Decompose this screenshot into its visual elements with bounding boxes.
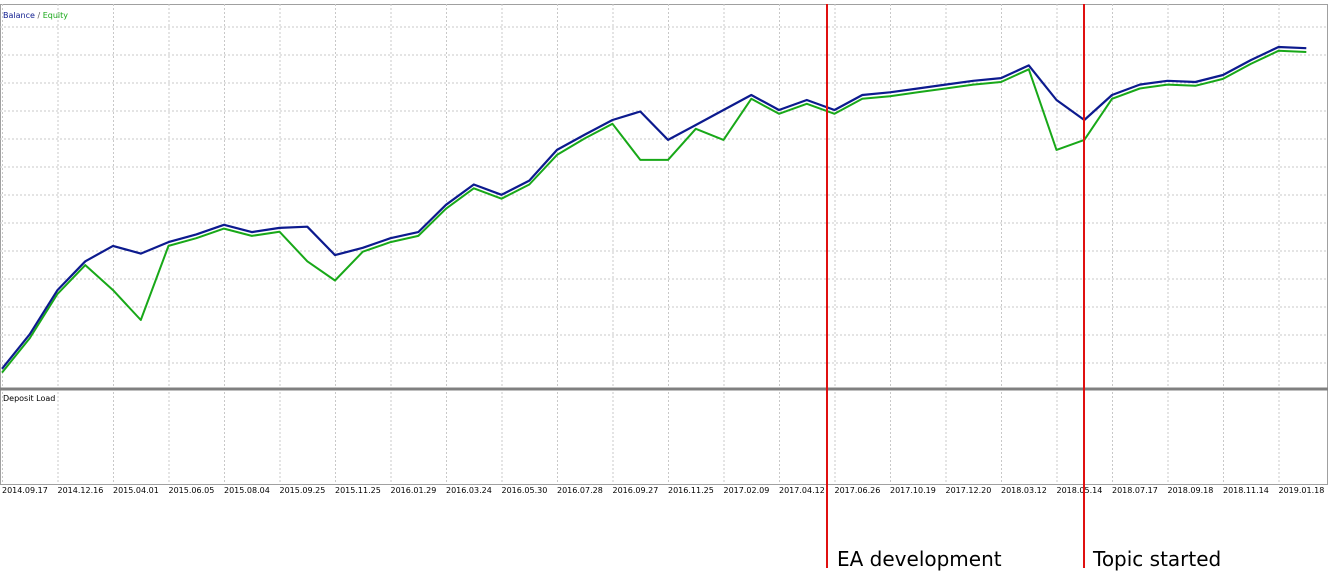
x-tick-label: 2018.09.18 bbox=[1168, 486, 1214, 495]
legend-separator: / bbox=[35, 11, 43, 20]
x-tick-label: 2018.03.12 bbox=[1001, 486, 1047, 495]
grid bbox=[0, 4, 1328, 484]
legend-entry: Balance bbox=[3, 11, 35, 20]
x-tick-label: 2016.03.24 bbox=[446, 486, 492, 495]
x-tick-label: 2016.07.28 bbox=[557, 486, 603, 495]
x-tick-label: 2016.05.30 bbox=[502, 486, 548, 495]
x-tick-label: 2018.05.14 bbox=[1057, 486, 1103, 495]
x-tick-label: 2015.11.25 bbox=[335, 486, 381, 495]
x-tick-label: 2016.11.25 bbox=[668, 486, 714, 495]
legend-entry: Equity bbox=[43, 11, 69, 20]
x-tick-label: 2015.06.05 bbox=[169, 486, 215, 495]
series-line bbox=[1, 49, 1307, 374]
x-tick-label: 2017.12.20 bbox=[946, 486, 992, 495]
x-tick-label: 2017.10.19 bbox=[890, 486, 936, 495]
x-tick-label: 2014.09.17 bbox=[2, 486, 48, 495]
x-tick-label: 2015.08.04 bbox=[224, 486, 270, 495]
x-tick-label: 2017.02.09 bbox=[724, 486, 770, 495]
chart-frame bbox=[0, 4, 1328, 485]
x-tick-label: 2015.09.25 bbox=[280, 486, 326, 495]
series-line bbox=[1, 45, 1307, 370]
x-tick-label: 2019.01.18 bbox=[1279, 486, 1325, 495]
x-tick-label: 2017.04.12 bbox=[779, 486, 825, 495]
x-tick-label: 2018.07.17 bbox=[1112, 486, 1158, 495]
x-tick-label: 2015.04.01 bbox=[113, 486, 159, 495]
x-tick-label: 2017.06.26 bbox=[835, 486, 881, 495]
x-tick-label: 2014.12.16 bbox=[58, 486, 104, 495]
x-tick-label: 2016.01.29 bbox=[391, 486, 437, 495]
subwindow-title: Deposit Load bbox=[3, 394, 55, 403]
lines bbox=[1, 45, 1307, 374]
annotation: Topic started bbox=[1092, 547, 1221, 571]
annotation: EA development bbox=[837, 547, 1002, 571]
x-axis: 2014.09.17 2014.12.16 2015.04.01 2015.06.05… bbox=[2, 486, 1324, 495]
legend: Balance / Equity bbox=[3, 11, 68, 20]
x-tick-label: 2018.11.14 bbox=[1223, 486, 1269, 495]
x-tick-label: 2016.09.27 bbox=[613, 486, 659, 495]
